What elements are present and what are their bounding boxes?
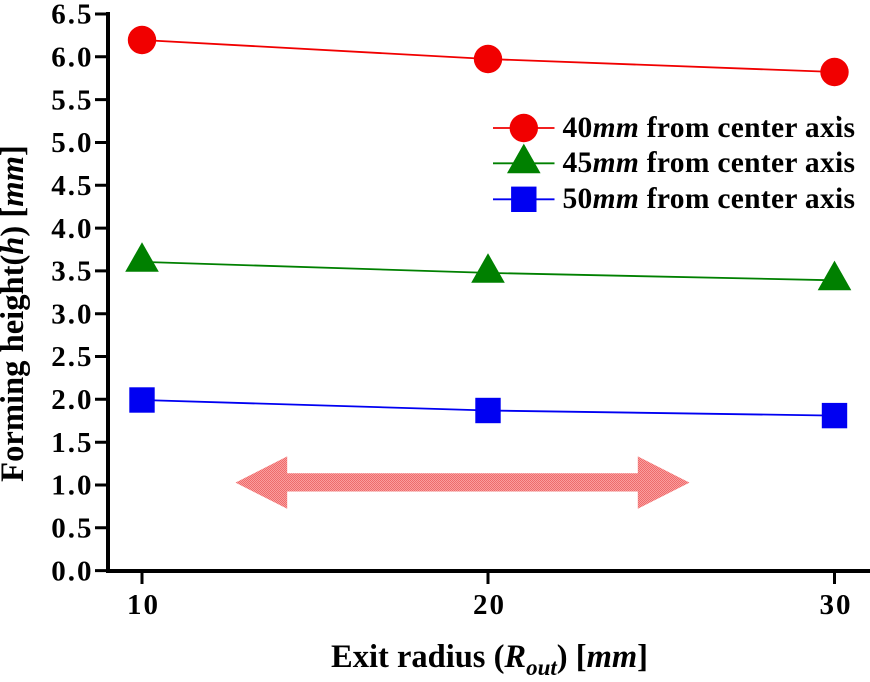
svg-text:0.5: 0.5 — [51, 513, 93, 545]
svg-text:0.0: 0.0 — [51, 555, 93, 587]
svg-text:30: 30 — [820, 589, 853, 621]
svg-text:2.0: 2.0 — [51, 384, 93, 416]
svg-text:Exit radius (Rout) [mm]: Exit radius (Rout) [mm] — [331, 639, 648, 680]
svg-text:Forming height(h) [mm]: Forming height(h) [mm] — [0, 145, 31, 482]
svg-text:3.0: 3.0 — [51, 298, 93, 330]
svg-text:6.0: 6.0 — [51, 42, 93, 74]
svg-text:1.5: 1.5 — [51, 427, 93, 459]
svg-text:4.5: 4.5 — [51, 170, 93, 202]
svg-text:45mm from center axis: 45mm from center axis — [563, 147, 856, 179]
svg-text:5.0: 5.0 — [51, 127, 93, 159]
svg-text:4.0: 4.0 — [51, 213, 93, 245]
svg-text:50mm from center axis: 50mm from center axis — [563, 183, 856, 215]
svg-text:6.5: 6.5 — [51, 0, 93, 31]
svg-text:2.5: 2.5 — [51, 341, 93, 373]
svg-text:10: 10 — [127, 589, 160, 621]
svg-text:3.5: 3.5 — [51, 256, 93, 288]
svg-text:40mm from center axis: 40mm from center axis — [563, 112, 856, 144]
svg-text:1.0: 1.0 — [51, 470, 93, 502]
svg-text:20: 20 — [473, 589, 506, 621]
svg-text:5.5: 5.5 — [51, 84, 93, 116]
